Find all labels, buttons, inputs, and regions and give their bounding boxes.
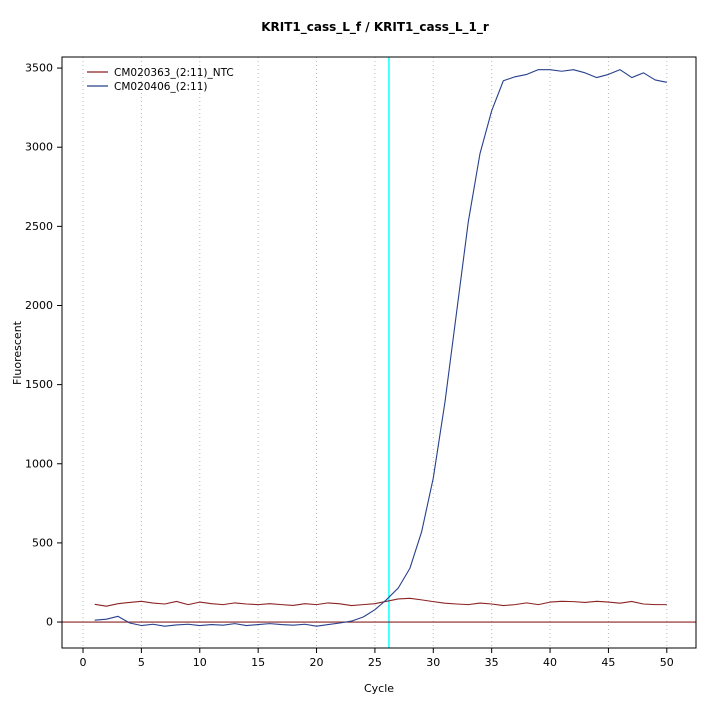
x-tick-label: 30 bbox=[426, 656, 440, 669]
chart-title: KRIT1_cass_L_f / KRIT1_cass_L_1_r bbox=[261, 20, 489, 35]
plot-frame bbox=[61, 56, 697, 649]
x-tick-label: 0 bbox=[80, 656, 87, 669]
y-tick-label: 3500 bbox=[25, 62, 53, 75]
series-line-1 bbox=[94, 69, 667, 627]
x-tick-label: 25 bbox=[368, 656, 382, 669]
y-tick-label: 2500 bbox=[25, 220, 53, 233]
y-tick-label: 3000 bbox=[25, 141, 53, 154]
y-tick-label: 500 bbox=[32, 536, 53, 549]
x-tick-label: 35 bbox=[485, 656, 499, 669]
y-tick-label: 2000 bbox=[25, 299, 53, 312]
x-tick-label: 50 bbox=[660, 656, 674, 669]
y-axis-label: Fluorescent bbox=[11, 320, 24, 385]
x-tick-label: 15 bbox=[251, 656, 265, 669]
y-tick-label: 1500 bbox=[25, 378, 53, 391]
x-tick-label: 40 bbox=[543, 656, 557, 669]
x-tick-label: 45 bbox=[601, 656, 615, 669]
series-line-0 bbox=[94, 597, 667, 607]
annotation-layer bbox=[62, 57, 696, 648]
series-layer bbox=[94, 69, 667, 627]
legend: CM020363_(2:11)_NTC CM020406_(2:11) bbox=[87, 67, 234, 93]
x-axis-label: Cycle bbox=[364, 682, 394, 695]
legend-label-ntc: CM020363_(2:11)_NTC bbox=[114, 67, 234, 79]
grid-layer bbox=[82, 57, 668, 648]
x-tick-label: 10 bbox=[193, 656, 207, 669]
y-tick-label: 0 bbox=[46, 616, 53, 629]
x-tick-label: 5 bbox=[138, 656, 145, 669]
axis-layer: 0 5 10 15 20 25 30 35 40 45 5005001000150020002500… bbox=[25, 62, 674, 669]
x-tick-label: 20 bbox=[310, 656, 324, 669]
y-tick-label: 1000 bbox=[25, 457, 53, 470]
legend-label-sample: CM020406_(2:11) bbox=[114, 81, 208, 93]
